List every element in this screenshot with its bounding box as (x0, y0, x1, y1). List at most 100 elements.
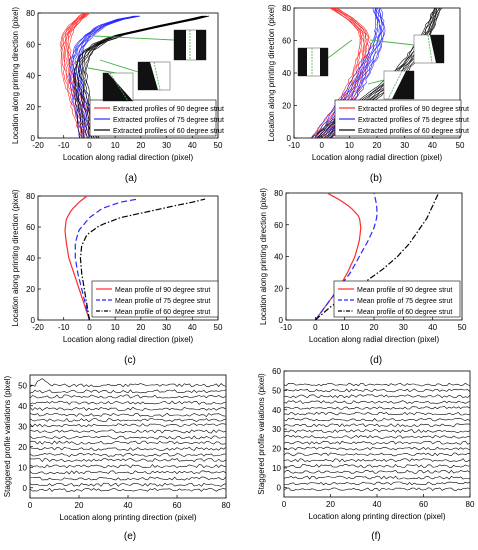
inset-pointer-75-a (99, 59, 139, 73)
y-tick-label: 0 (279, 316, 284, 325)
staggered-profile-line (29, 412, 227, 418)
y-axis-label: Location along printing direction (pixel… (267, 4, 276, 141)
y-tick-label: 60 (26, 223, 35, 232)
panel-label: (d) (370, 355, 382, 366)
y-tick-label: 80 (26, 9, 35, 18)
legend-box (333, 280, 461, 318)
staggered-profile-line (29, 400, 227, 405)
staggered-profile-line (283, 411, 471, 416)
y-tick-label: 20 (282, 102, 291, 111)
x-tick-label: 20 (75, 501, 84, 510)
legend-label: Mean profile of 75 degree strut (357, 298, 452, 305)
staggered-profile-line (283, 435, 471, 439)
panel-e-line-chart: 0 20 40 60 80 0 10 20 30 40 50 Location along print… (3, 374, 231, 542)
staggered-profile-line (29, 470, 227, 475)
x-tick-label: 0 (87, 323, 92, 332)
staggered-profile-line (29, 406, 227, 411)
staggered-profile-line (283, 469, 471, 474)
series-line-90 (64, 195, 90, 321)
x-tick-label: 0 (282, 500, 287, 509)
x-tick-label: -10 (58, 141, 70, 150)
staggered-profile-line (283, 481, 471, 486)
series-line-60 (76, 15, 205, 139)
staggered-profile-line (283, 405, 471, 410)
x-axis-label: Location along printing direction (pixel… (309, 512, 446, 521)
x-tick-label: 30 (399, 323, 408, 332)
x-tick-label: -10 (58, 323, 70, 332)
x-tick-label: 50 (214, 323, 223, 332)
panel-label: (c) (124, 355, 136, 366)
y-tick-label: 60 (272, 367, 281, 376)
y-tick-label: 80 (282, 4, 291, 13)
staggered-profile-line (283, 458, 471, 463)
x-tick-label: -10 (280, 323, 292, 332)
inset-strut-60-b (392, 71, 414, 99)
x-tick-label: -20 (32, 141, 44, 150)
series-line-75 (314, 7, 378, 139)
y-axis-label: Staggered profile variations (pixel) (3, 375, 12, 497)
series-line-60 (79, 15, 206, 139)
x-tick-label: -10 (288, 141, 300, 150)
series-line-75 (71, 15, 137, 139)
series-line-75 (68, 15, 135, 139)
staggered-profile-line (29, 464, 227, 469)
y-tick-label: 10 (18, 463, 27, 472)
staggered-profile-line (284, 446, 471, 451)
series-line-75 (74, 15, 138, 139)
y-tick-label: 20 (274, 284, 283, 293)
x-tick-label: 40 (428, 323, 437, 332)
staggered-profile-line (283, 394, 471, 399)
y-tick-label: 0 (31, 134, 36, 143)
series-line-75 (74, 198, 138, 321)
x-axis-label: Location along printing direction (pixel… (60, 513, 197, 522)
y-tick-label: 60 (282, 37, 291, 46)
y-tick-label: 40 (282, 69, 291, 78)
x-tick-label: 40 (373, 500, 382, 509)
x-tick-label: 60 (419, 500, 428, 509)
x-tick-label: 40 (188, 323, 197, 332)
staggered-profile-line (29, 378, 227, 388)
y-tick-label: 50 (272, 386, 281, 395)
series-line-60 (81, 15, 206, 139)
x-tick-label: 20 (136, 141, 145, 150)
staggered-profile-line (29, 423, 227, 428)
staggered-profile-line (29, 440, 227, 445)
inset-strut-60-a (103, 73, 133, 101)
inset-strut-90-a (174, 30, 186, 60)
series-line-90 (66, 12, 95, 139)
staggered-profile-line (283, 429, 471, 434)
x-tick-label: 0 (319, 141, 324, 150)
x-tick-label: 50 (458, 323, 467, 332)
inset-pointer-90-b (327, 39, 353, 59)
staggered-profile-line (29, 394, 227, 399)
staggered-profile-line (29, 389, 227, 394)
staggered-profile-line (283, 423, 471, 428)
x-axis-label: Location along radial direction (pixel) (63, 335, 194, 344)
x-tick-label: 20 (373, 141, 382, 150)
legend-label: Extracted profiles of 75 degree strut (358, 117, 469, 124)
inset-pointer-60-a (87, 67, 117, 74)
legend-label: Extracted profiles of 60 degree strut (113, 128, 224, 135)
x-tick-label: 20 (370, 323, 379, 332)
series-line-60 (78, 15, 206, 139)
legend-label: Extracted profiles of 90 degree strut (113, 106, 224, 113)
inset-guide-75-a (153, 61, 161, 91)
x-tick-label: 10 (340, 323, 349, 332)
y-tick-label: 0 (287, 134, 292, 143)
series-line-90 (59, 12, 84, 139)
inset-pointer-75-b (369, 39, 415, 46)
x-tick-label: -20 (32, 323, 44, 332)
y-tick-label: 40 (26, 72, 35, 81)
x-tick-label: 50 (456, 141, 465, 150)
y-tick-label: 20 (18, 443, 27, 452)
inset-strut-75-a (138, 62, 158, 90)
x-tick-label: 20 (326, 500, 335, 509)
staggered-profile-line (29, 435, 227, 440)
inset-pointer-60-b (367, 79, 385, 85)
panel-a-line-chart: -20 -10 0 10 20 30 40 50 0 20 40 60 80 Location along… (11, 7, 224, 184)
y-tick-label: 40 (18, 402, 27, 411)
x-tick-label: 0 (87, 141, 92, 150)
inset-guide-75-b (427, 34, 433, 64)
panel-c-line-chart: -20 -10 0 10 20 30 40 50 0 20 40 60 80 Location along… (11, 189, 223, 366)
